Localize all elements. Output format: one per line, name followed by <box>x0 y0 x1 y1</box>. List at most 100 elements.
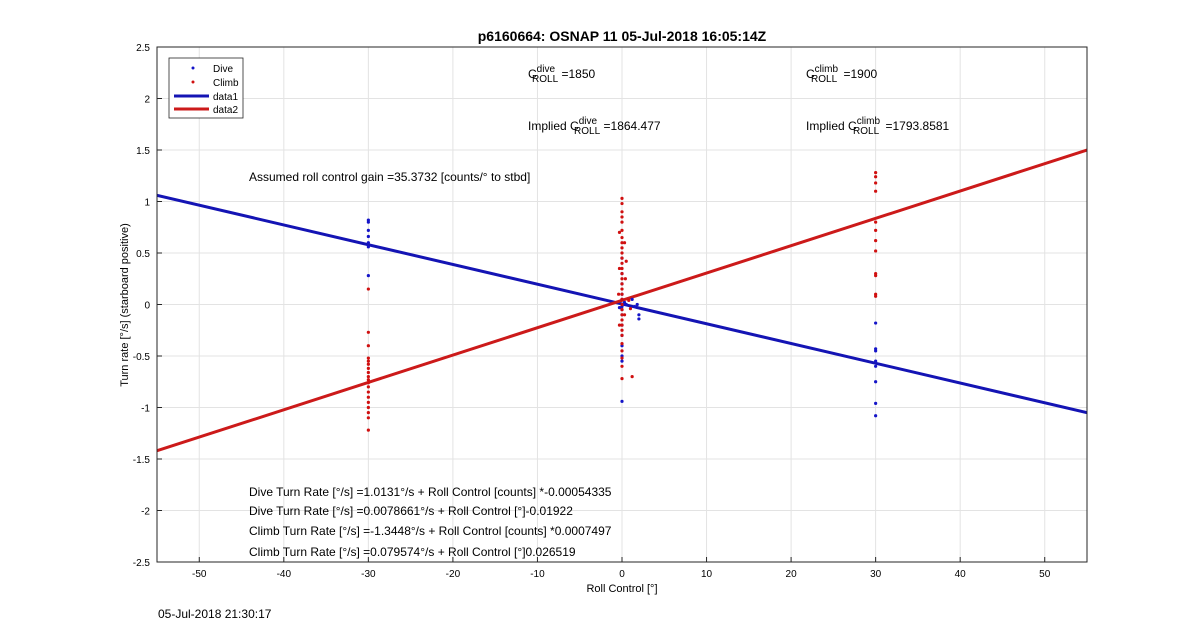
legend-climb-marker <box>191 80 195 84</box>
point-climb <box>620 302 624 307</box>
point-climb <box>620 318 624 322</box>
point-climb <box>874 181 878 185</box>
point-climb <box>620 246 624 250</box>
point-dive <box>874 349 878 353</box>
point-climb <box>366 375 370 379</box>
point-climb <box>620 342 624 346</box>
y-tick-label: 1 <box>144 198 150 209</box>
point-climb <box>620 272 624 276</box>
x-axis-label: Roll Control [°] <box>586 583 657 595</box>
footer-timestamp: 05-Jul-2018 21:30:17 <box>158 607 272 621</box>
point-climb <box>620 282 624 286</box>
point-climb <box>620 308 624 312</box>
point-dive <box>620 399 624 403</box>
c-climb-annotation: Cclimb ROLL =1900 <box>806 64 878 85</box>
point-dive <box>637 313 641 317</box>
point-climb <box>620 210 624 214</box>
point-climb <box>628 307 633 311</box>
x-tick-label: 50 <box>1039 569 1051 580</box>
point-climb <box>620 228 624 232</box>
point-dive <box>637 317 641 321</box>
x-tick-label: 30 <box>870 569 882 580</box>
point-climb <box>366 428 370 432</box>
x-tick-label: -50 <box>192 569 207 580</box>
y-tick-label: -1.5 <box>133 455 151 466</box>
point-climb <box>366 366 370 370</box>
point-dive <box>633 304 637 309</box>
point-dive <box>620 359 624 363</box>
point-dive <box>874 364 878 368</box>
x-axis: -50 -40 -30 -20 -10 0 10 20 30 40 50 <box>192 557 1051 580</box>
point-climb <box>366 370 370 375</box>
point-climb <box>874 189 878 193</box>
dive-equation-degrees: Dive Turn Rate [°/s] =0.0078661°/s + Rol… <box>249 504 573 518</box>
legend-dive-marker <box>191 66 195 70</box>
x-tick-label: 40 <box>955 569 967 580</box>
y-tick-label: 2.5 <box>136 43 150 54</box>
point-climb <box>620 328 624 332</box>
point-dive <box>874 321 878 325</box>
chart-marks <box>157 148 1087 453</box>
x-tick-label: -10 <box>530 569 545 580</box>
point-climb <box>617 266 622 271</box>
x-tick-label: 0 <box>619 569 625 580</box>
point-climb <box>627 298 631 302</box>
point-climb <box>620 349 624 353</box>
point-dive <box>874 401 878 405</box>
point-climb <box>620 251 624 255</box>
point-climb <box>624 259 628 263</box>
point-climb <box>620 364 624 368</box>
point-climb <box>874 239 878 243</box>
y-tick-label: -0.5 <box>133 352 151 363</box>
legend-climb-label: Climb <box>213 78 239 89</box>
legend-dive-label: Dive <box>213 64 233 75</box>
point-dive <box>366 234 370 239</box>
y-axis-label: Turn rate [°/s] (starboard positive) <box>119 223 131 387</box>
point-climb <box>366 287 370 291</box>
point-climb <box>874 294 878 298</box>
point-climb <box>620 215 624 219</box>
point-dive <box>630 297 634 301</box>
point-dive <box>874 414 878 418</box>
c-dive-annotation: Cdive ROLL =1850 <box>528 64 596 85</box>
point-climb <box>622 313 627 317</box>
x-tick-label: -20 <box>446 569 461 580</box>
point-climb <box>620 292 624 296</box>
point-climb <box>620 196 624 201</box>
point-climb <box>620 287 624 291</box>
point-climb <box>617 230 622 234</box>
point-dive <box>366 245 370 249</box>
y-tick-label: 1.5 <box>136 146 150 157</box>
point-climb <box>622 241 627 245</box>
point-climb <box>874 175 878 179</box>
roll-gain-annotation: Assumed roll control gain =35.3732 [coun… <box>249 170 530 184</box>
axes-box <box>156 46 1088 563</box>
x-tick-label: 10 <box>701 569 713 580</box>
point-climb <box>366 359 370 363</box>
dive-equation-counts: Dive Turn Rate [°/s] =1.0131°/s + Roll C… <box>249 485 612 499</box>
implied-climb-annotation: Implied Cclimb ROLL =1793.8581 <box>806 116 950 137</box>
legend: Dive Climb data1 data2 <box>168 57 244 119</box>
point-climb <box>620 277 624 281</box>
point-climb <box>366 330 370 334</box>
point-climb <box>630 375 634 379</box>
point-climb <box>366 390 370 394</box>
point-dive <box>635 302 639 307</box>
point-climb <box>366 385 370 389</box>
point-dive <box>617 305 622 310</box>
implied-dive-annotation: Implied Cdive ROLL =1864.477 <box>528 116 661 137</box>
point-climb <box>620 235 624 240</box>
point-climb <box>874 249 878 253</box>
point-climb <box>366 400 370 404</box>
x-tick-label: -30 <box>361 569 376 580</box>
point-climb <box>620 333 624 337</box>
point-climb <box>620 356 624 360</box>
y-tick-label: -2 <box>141 507 150 518</box>
point-dive <box>366 228 370 232</box>
chart-title: p6160664: OSNAP 11 05-Jul-2018 16:05:14Z <box>478 28 767 44</box>
point-dive <box>624 302 628 307</box>
point-dive <box>874 359 878 363</box>
point-climb <box>620 201 624 206</box>
y-tick-label: 0 <box>144 301 150 312</box>
